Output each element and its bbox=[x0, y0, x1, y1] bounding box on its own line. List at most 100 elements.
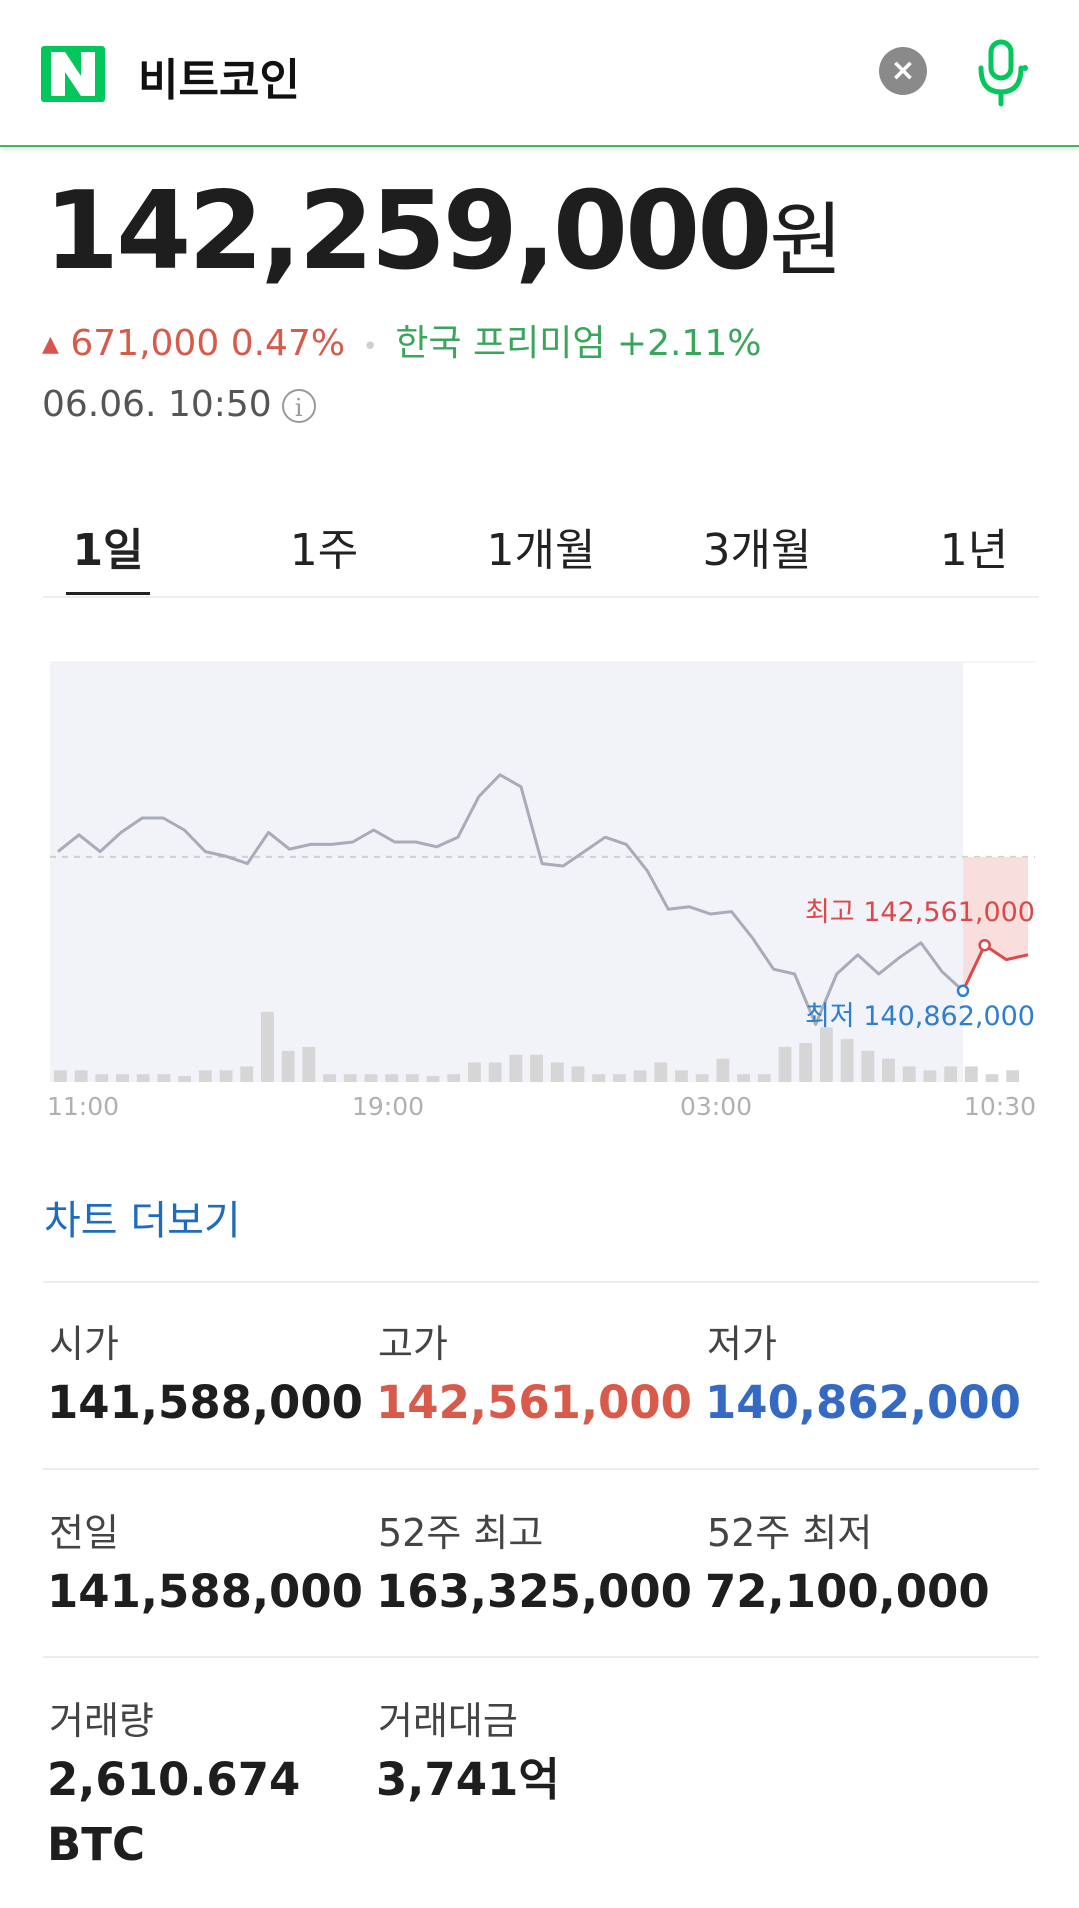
price-chart[interactable]: 최고 142,561,000 최저 140,862,000 11:00 19:00 03… bbox=[40, 650, 1040, 1130]
tab-1year[interactable]: 1년 bbox=[939, 525, 1009, 576]
tab-1day[interactable]: 1일 bbox=[72, 525, 144, 576]
tab-1week[interactable]: 1주 bbox=[289, 525, 359, 576]
prev-close-value: 141,588,000 bbox=[47, 1565, 363, 1618]
volume-bar bbox=[219, 1070, 233, 1082]
volume-bar bbox=[882, 1058, 895, 1082]
volume-bar bbox=[95, 1074, 109, 1082]
price-change-row: ▲ 671,000 0.47% • 한국 프리미엄 +2.11% bbox=[42, 314, 761, 366]
high-marker bbox=[978, 938, 991, 952]
period-tabs: 1일 1주 1개월 3개월 1년 bbox=[43, 500, 1039, 598]
week52-low-label: 52주 최저 bbox=[707, 1511, 873, 1555]
volume-bar bbox=[592, 1074, 606, 1082]
price-change: 671,000 0.47% bbox=[70, 323, 346, 364]
volume-bar bbox=[178, 1076, 192, 1082]
volume-bar bbox=[799, 1043, 813, 1082]
volume-bar bbox=[364, 1074, 378, 1082]
volume-bar bbox=[654, 1062, 668, 1082]
separator-dot: • bbox=[362, 332, 378, 362]
volume-bar bbox=[985, 1074, 999, 1082]
info-icon[interactable]: i bbox=[281, 389, 316, 423]
volume-bar bbox=[964, 1066, 978, 1082]
volume-bar bbox=[944, 1066, 958, 1082]
volume-value: 2,610.674 BTC bbox=[47, 1753, 301, 1872]
volume-bar bbox=[902, 1066, 916, 1082]
recent-line bbox=[961, 943, 1029, 992]
price-unit: 원 bbox=[769, 194, 843, 287]
volume-bar bbox=[737, 1074, 751, 1082]
x-tick-label: 19:00 bbox=[352, 1092, 424, 1121]
high-price-label: 고가 bbox=[378, 1322, 448, 1366]
search-header: 비트코인 × bbox=[0, 0, 1079, 147]
volume-bar bbox=[74, 1070, 88, 1082]
volume-bar bbox=[281, 1050, 295, 1082]
volume-bar bbox=[240, 1066, 254, 1082]
active-tab-indicator bbox=[66, 592, 150, 595]
volume-bar bbox=[385, 1074, 399, 1082]
naver-logo[interactable] bbox=[41, 46, 105, 102]
up-triangle-icon: ▲ bbox=[42, 332, 59, 357]
chart-more-link[interactable]: 차트 더보기 bbox=[44, 1198, 241, 1244]
volume-bar bbox=[633, 1070, 647, 1082]
volume-bar bbox=[1006, 1070, 1020, 1082]
volume-bar bbox=[778, 1046, 792, 1082]
week52-low-value: 72,100,000 bbox=[705, 1565, 990, 1618]
volume-bar bbox=[509, 1054, 523, 1082]
volume-bar bbox=[757, 1074, 771, 1082]
trade-value-label: 거래대금 bbox=[378, 1699, 518, 1743]
open-price-value: 141,588,000 bbox=[47, 1376, 363, 1429]
clear-icon[interactable]: × bbox=[879, 47, 927, 95]
volume-bar bbox=[716, 1058, 730, 1082]
open-price-label: 시가 bbox=[49, 1322, 119, 1366]
volume-bar bbox=[861, 1050, 875, 1082]
volume-bar bbox=[612, 1074, 626, 1082]
korea-premium: 한국 프리미엄 +2.11% bbox=[395, 323, 762, 364]
volume-bar bbox=[261, 1011, 274, 1082]
tab-3month[interactable]: 3개월 bbox=[702, 525, 812, 576]
divider bbox=[43, 1656, 1039, 1658]
price-timestamp: 06.06. 10:50 i bbox=[42, 384, 316, 425]
volume-bar bbox=[695, 1074, 709, 1082]
volume-bar bbox=[116, 1074, 129, 1082]
microphone-icon[interactable] bbox=[973, 38, 1029, 108]
volume-bar bbox=[923, 1070, 937, 1082]
week52-high-label: 52주 최고 bbox=[378, 1511, 544, 1555]
high-label: 최고 142,561,000 bbox=[805, 897, 1035, 928]
volume-bar bbox=[323, 1074, 336, 1082]
volume-bar bbox=[198, 1070, 212, 1082]
tab-1month[interactable]: 1개월 bbox=[486, 525, 596, 576]
volume-bar bbox=[488, 1062, 502, 1082]
search-query-text[interactable]: 비트코인 bbox=[138, 55, 300, 106]
price-value: 142,259,000 bbox=[44, 169, 772, 294]
divider bbox=[43, 1468, 1039, 1470]
volume-bar bbox=[302, 1046, 316, 1082]
volume-bar bbox=[675, 1070, 688, 1082]
volume-bar bbox=[426, 1076, 440, 1082]
volume-bar bbox=[54, 1070, 67, 1082]
timestamp-text: 06.06. 10:50 bbox=[42, 384, 272, 425]
low-price-label: 저가 bbox=[707, 1322, 777, 1366]
low-marker bbox=[956, 984, 970, 998]
trade-value-value: 3,741억 bbox=[376, 1753, 560, 1806]
volume-bar bbox=[136, 1074, 150, 1082]
volume-label: 거래량 bbox=[49, 1699, 154, 1743]
volume-bar bbox=[571, 1066, 585, 1082]
x-tick-label: 11:00 bbox=[47, 1092, 119, 1121]
volume-bar bbox=[840, 1039, 854, 1082]
prev-close-label: 전일 bbox=[49, 1511, 119, 1555]
x-tick-label: 10:30 bbox=[964, 1092, 1036, 1121]
volume-bar bbox=[447, 1074, 461, 1082]
volume-bar bbox=[157, 1074, 171, 1082]
volume-bar bbox=[343, 1074, 357, 1082]
volume-bar bbox=[405, 1074, 419, 1082]
week52-high-value: 163,325,000 bbox=[376, 1565, 692, 1618]
low-label: 최저 140,862,000 bbox=[805, 1001, 1035, 1032]
volume-bar bbox=[468, 1062, 481, 1082]
x-tick-label: 03:00 bbox=[680, 1092, 752, 1121]
low-price-value: 140,862,000 bbox=[705, 1376, 1021, 1429]
divider bbox=[43, 1281, 1039, 1283]
current-price: 142,259,000원 bbox=[44, 178, 843, 286]
history-line bbox=[57, 773, 965, 1026]
volume-bar bbox=[530, 1054, 543, 1082]
volume-bar bbox=[819, 1027, 833, 1082]
volume-bar bbox=[550, 1062, 564, 1082]
